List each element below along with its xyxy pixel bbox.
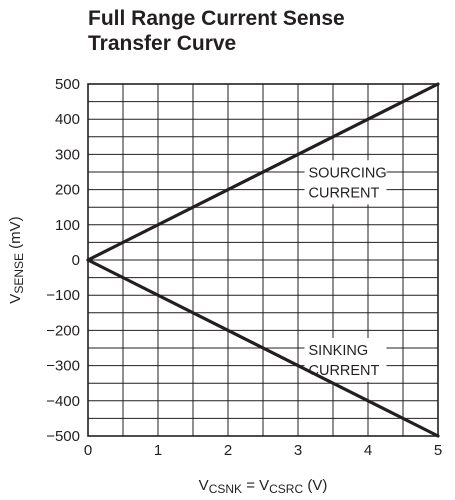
x-tick-label: 5 — [434, 442, 442, 459]
y-tick-label: −100 — [46, 287, 80, 304]
sinking-current-label: SINKING CURRENT — [309, 343, 380, 379]
axis-label-text: = V — [242, 477, 269, 494]
axis-label-text: V — [199, 477, 209, 494]
chart-title-line-2: Transfer Curve — [88, 32, 237, 55]
y-tick-label: 500 — [55, 76, 80, 93]
y-tick-label: 400 — [55, 111, 80, 128]
sinking-current-label-line: SINKING — [309, 343, 369, 359]
x-tick-label: 3 — [294, 442, 302, 459]
y-tick-label: −200 — [46, 322, 80, 339]
axis-label-subscript: SENSE — [12, 253, 26, 294]
axis-label-subscript: CSNK — [209, 482, 242, 496]
x-tick-label: 2 — [224, 442, 232, 459]
sourcing-current-label-line: SOURCING — [309, 165, 387, 181]
sinking-current-label-line: CURRENT — [309, 363, 380, 379]
axis-label-text: (mV) — [7, 216, 24, 253]
y-tick-label: 0 — [72, 252, 80, 269]
y-tick-label: 100 — [55, 217, 80, 234]
y-axis-label: VSENSE (mV) — [7, 216, 26, 303]
sinking-current-line — [86, 258, 440, 438]
axis-label-text: V — [7, 294, 24, 304]
axis-label-text: (V) — [303, 477, 327, 494]
chart-title-line-1: Full Range Current Sense — [88, 7, 345, 30]
y-tick-label: 200 — [55, 182, 80, 199]
axis-label-subscript: CSRC — [269, 482, 303, 496]
sourcing-current-label: SOURCING CURRENT — [309, 165, 387, 201]
y-tick-label: −300 — [46, 358, 80, 375]
chart-title: Full Range Current Sense Transfer Curve — [88, 6, 345, 56]
sourcing-current-label-background — [304, 160, 387, 205]
x-axis-label: VCSNK = VCSRC (V) — [199, 477, 328, 496]
y-tick-label: −400 — [46, 393, 80, 410]
sourcing-current-line — [86, 82, 440, 262]
sourcing-current-label-line: CURRENT — [309, 185, 380, 201]
y-tick-label: 300 — [55, 146, 80, 163]
y-tick-label: −500 — [46, 428, 80, 445]
x-tick-label: 4 — [364, 442, 372, 459]
x-tick-label: 1 — [154, 442, 162, 459]
x-tick-label: 0 — [84, 442, 92, 459]
